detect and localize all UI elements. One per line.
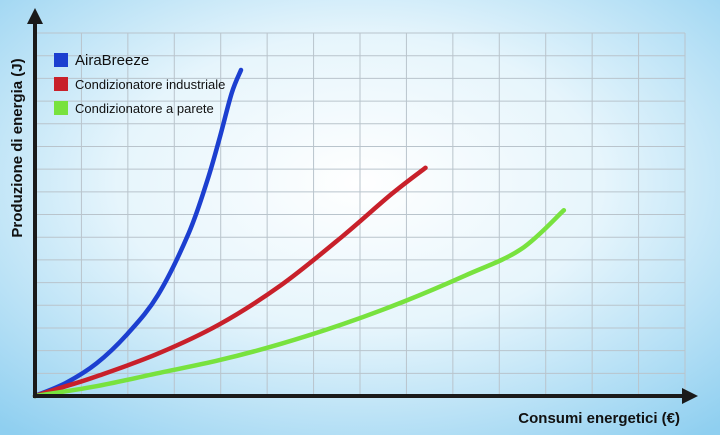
legend-swatch-1 xyxy=(54,53,68,67)
x-axis-arrowhead xyxy=(682,388,698,404)
legend-label-3: Condizionatore a parete xyxy=(75,101,214,116)
y-axis-title: Produzione di energia (J) xyxy=(9,58,26,237)
grid xyxy=(34,32,686,397)
legend-swatch-2 xyxy=(54,77,68,91)
legend-label-1: AiraBreeze xyxy=(75,52,149,69)
legend: AiraBreeze Condizionatore industriale Cond… xyxy=(54,52,225,116)
legend-label-2: Condizionatore industriale xyxy=(75,77,225,92)
series-line-3 xyxy=(32,207,567,399)
legend-swatch-3 xyxy=(54,101,68,115)
series-group xyxy=(32,67,567,399)
series-line-2 xyxy=(32,165,428,399)
x-axis-title: Consumi energetici (€) xyxy=(518,410,680,427)
series-line-1 xyxy=(32,67,244,399)
y-axis-arrowhead xyxy=(27,8,43,24)
axes xyxy=(27,8,698,404)
